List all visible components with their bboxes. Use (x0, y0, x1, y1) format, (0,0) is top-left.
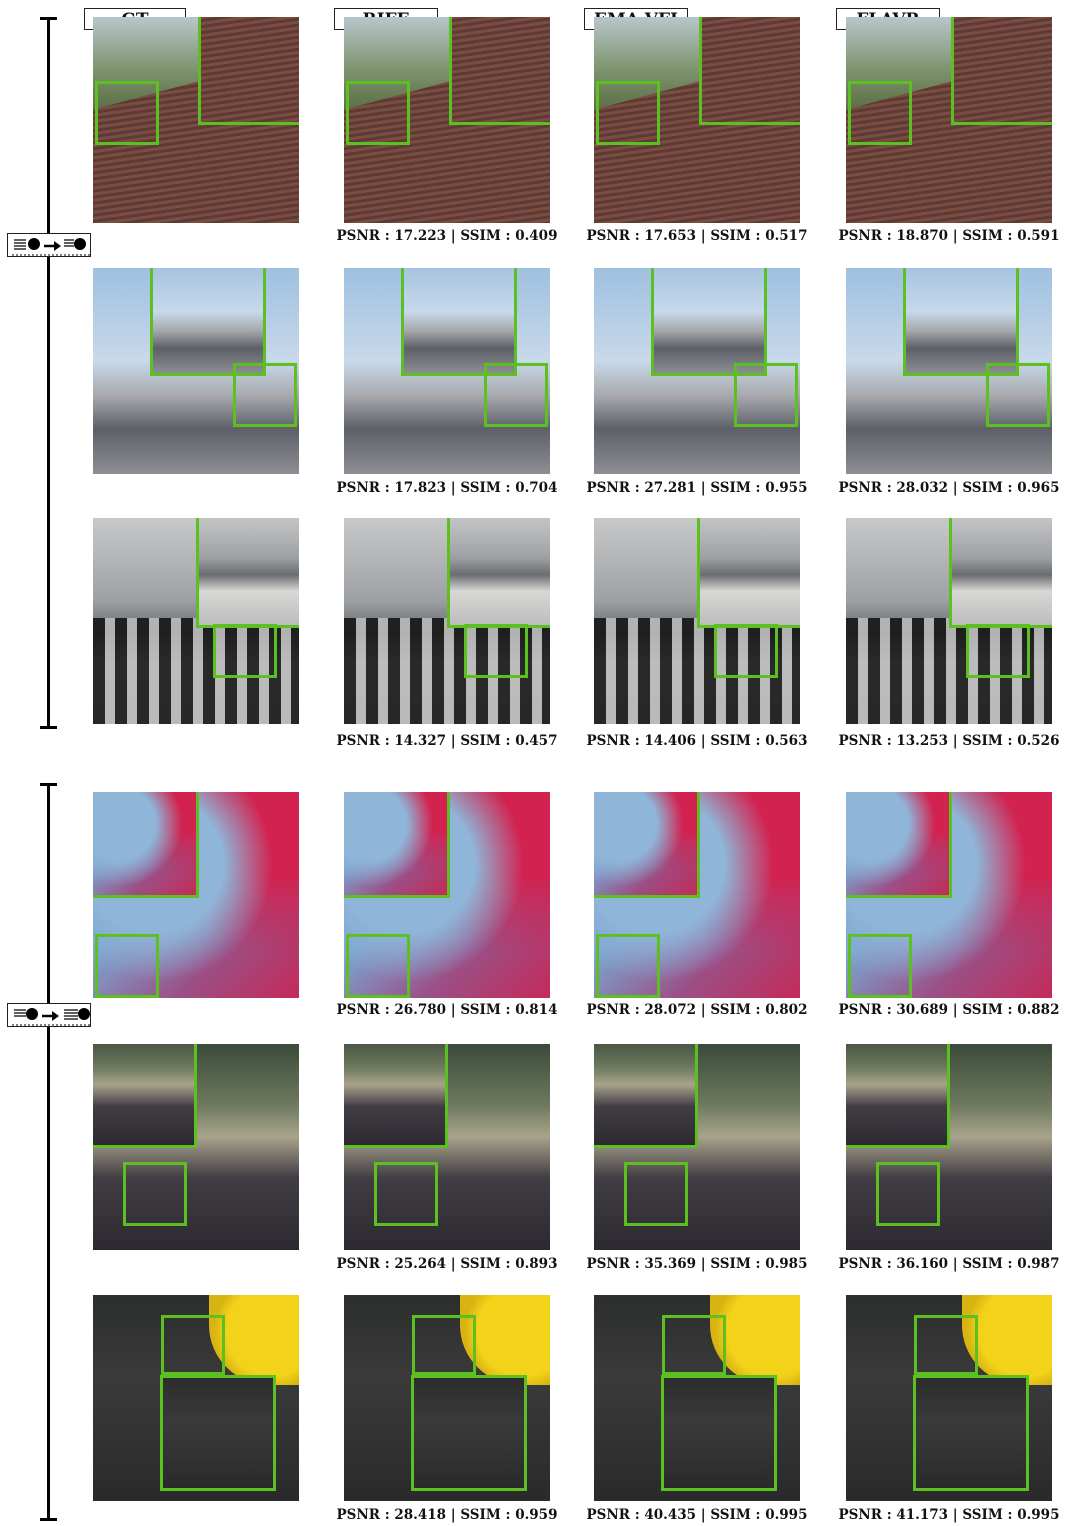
metric-ema-vfi-g2-r1: PSNR : 28.072 | SSIM : 0.802 (586, 1002, 808, 1018)
zoom-inset (697, 518, 800, 628)
zoom-inset (411, 1375, 527, 1491)
zoom-inset (160, 1375, 276, 1491)
zoom-inset (344, 792, 450, 898)
frame-rife-g1-r1 (344, 17, 550, 223)
metric-rife-g1-r1: PSNR : 17.223 | SSIM : 0.409 (336, 228, 558, 244)
zoom-inset (846, 792, 952, 898)
zoom-region-box (484, 363, 548, 427)
frame-gt-g2-r1 (93, 792, 299, 998)
zoom-region-box (95, 934, 159, 998)
group2-axis (47, 784, 50, 1520)
metric-ema-vfi-g1-r2: PSNR : 27.281 | SSIM : 0.955 (586, 480, 808, 496)
zoom-region-box (714, 624, 778, 678)
zoom-inset (594, 792, 700, 898)
metric-flavr-g2-r2: PSNR : 36.160 | SSIM : 0.987 (838, 1256, 1060, 1272)
zoom-region-box (624, 1162, 688, 1226)
metric-ema-vfi-g1-r3: PSNR : 14.406 | SSIM : 0.563 (586, 733, 808, 749)
frame-ema-vfi-g1-r1 (594, 17, 800, 223)
zoom-inset (449, 17, 550, 125)
zoom-region-box (233, 363, 297, 427)
zoom-inset (661, 1375, 777, 1491)
zoom-region-box (734, 363, 798, 427)
frame-flavr-g1-r1 (846, 17, 1052, 223)
zoom-inset (344, 1044, 448, 1148)
zoom-region-box (876, 1162, 940, 1226)
zoom-region-box (346, 934, 410, 998)
frame-gt-g2-r2 (93, 1044, 299, 1250)
frame-ema-vfi-g2-r1 (594, 792, 800, 998)
frame-rife-g2-r1 (344, 792, 550, 998)
object-motion-reverse-icon (7, 1003, 92, 1027)
zoom-region-box (914, 1315, 978, 1375)
group1-axis (47, 18, 50, 728)
metric-flavr-g1-r3: PSNR : 13.253 | SSIM : 0.526 (838, 733, 1060, 749)
frame-flavr-g2-r1 (846, 792, 1052, 998)
frame-flavr-g1-r3 (846, 518, 1052, 724)
metric-rife-g2-r1: PSNR : 26.780 | SSIM : 0.814 (336, 1002, 558, 1018)
zoom-region-box (596, 934, 660, 998)
zoom-inset (951, 17, 1052, 125)
group2-axis-cap-top (40, 783, 57, 786)
zoom-inset (93, 1044, 197, 1148)
metric-rife-g1-r3: PSNR : 14.327 | SSIM : 0.457 (336, 733, 558, 749)
frame-rife-g1-r3 (344, 518, 550, 724)
frame-flavr-g2-r2 (846, 1044, 1052, 1250)
metric-flavr-g1-r2: PSNR : 28.032 | SSIM : 0.965 (838, 480, 1060, 496)
zoom-inset (903, 268, 1019, 376)
zoom-region-box (374, 1162, 438, 1226)
zoom-region-box (412, 1315, 476, 1375)
metric-rife-g2-r3: PSNR : 28.418 | SSIM : 0.959 (336, 1507, 558, 1523)
metric-flavr-g2-r3: PSNR : 41.173 | SSIM : 0.995 (838, 1507, 1060, 1523)
frame-rife-g1-r2 (344, 268, 550, 474)
metric-ema-vfi-g2-r2: PSNR : 35.369 | SSIM : 0.985 (586, 1256, 808, 1272)
group2-axis-cap-bottom (40, 1518, 57, 1521)
frame-ema-vfi-g2-r3 (594, 1295, 800, 1501)
frame-rife-g2-r2 (344, 1044, 550, 1250)
group1-axis-cap-top (40, 17, 57, 20)
object-motion-forward-icon (7, 233, 92, 257)
metric-rife-g2-r2: PSNR : 25.264 | SSIM : 0.893 (336, 1256, 558, 1272)
metric-flavr-g2-r1: PSNR : 30.689 | SSIM : 0.882 (838, 1002, 1060, 1018)
frame-gt-g1-r1 (93, 17, 299, 223)
frame-gt-g1-r2 (93, 268, 299, 474)
zoom-region-box (161, 1315, 225, 1375)
metric-flavr-g1-r1: PSNR : 18.870 | SSIM : 0.591 (838, 228, 1060, 244)
zoom-inset (913, 1375, 1029, 1491)
zoom-inset (93, 792, 199, 898)
zoom-region-box (346, 81, 410, 145)
zoom-inset (651, 268, 767, 376)
frame-flavr-g1-r2 (846, 268, 1052, 474)
zoom-inset (150, 268, 266, 376)
zoom-inset (846, 1044, 950, 1148)
zoom-region-box (596, 81, 660, 145)
metric-ema-vfi-g2-r3: PSNR : 40.435 | SSIM : 0.995 (586, 1507, 808, 1523)
frame-rife-g2-r3 (344, 1295, 550, 1501)
zoom-region-box (95, 81, 159, 145)
zoom-region-box (662, 1315, 726, 1375)
zoom-region-box (986, 363, 1050, 427)
zoom-inset (196, 518, 299, 628)
zoom-inset (447, 518, 550, 628)
zoom-region-box (848, 934, 912, 998)
frame-gt-g2-r3 (93, 1295, 299, 1501)
metric-ema-vfi-g1-r1: PSNR : 17.653 | SSIM : 0.517 (586, 228, 808, 244)
frame-ema-vfi-g1-r2 (594, 268, 800, 474)
zoom-region-box (213, 624, 277, 678)
zoom-inset (594, 1044, 698, 1148)
zoom-inset (401, 268, 517, 376)
frame-ema-vfi-g1-r3 (594, 518, 800, 724)
metric-rife-g1-r2: PSNR : 17.823 | SSIM : 0.704 (336, 480, 558, 496)
group1-axis-cap-bottom (40, 726, 57, 729)
frame-ema-vfi-g2-r2 (594, 1044, 800, 1250)
zoom-region-box (123, 1162, 187, 1226)
zoom-region-box (848, 81, 912, 145)
zoom-region-box (464, 624, 528, 678)
zoom-inset (699, 17, 800, 125)
zoom-inset (949, 518, 1052, 628)
zoom-inset (198, 17, 299, 125)
frame-flavr-g2-r3 (846, 1295, 1052, 1501)
frame-gt-g1-r3 (93, 518, 299, 724)
zoom-region-box (966, 624, 1030, 678)
